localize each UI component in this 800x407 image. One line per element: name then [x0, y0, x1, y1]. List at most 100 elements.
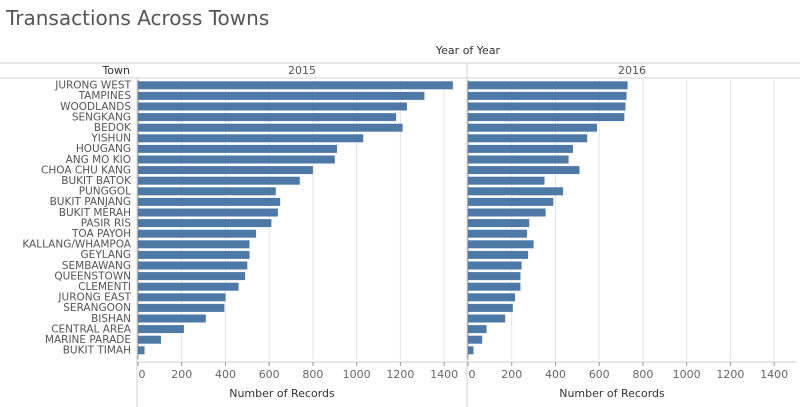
- chart-title: Transactions Across Towns: [6, 6, 270, 30]
- x-tick-label: 200: [171, 368, 192, 381]
- town-label-jurong-west: JURONG WEST: [54, 80, 131, 92]
- bar-2015-bukit-batok: [138, 176, 300, 185]
- bar-2015-serangoon: [138, 303, 225, 312]
- bar-2015-jurong-east: [138, 293, 226, 302]
- bar-2016-woodlands: [468, 102, 626, 111]
- town-label-bukit-batok: BUKIT BATOK: [61, 175, 132, 187]
- town-label-queenstown: QUEENSTOWN: [54, 270, 131, 282]
- x-tick-label: 0: [469, 368, 476, 381]
- town-label-woodlands: WOODLANDS: [60, 101, 131, 113]
- x-tick-label: 800: [632, 368, 653, 381]
- town-label-punggol: PUNGGOL: [79, 186, 131, 198]
- bar-2015-clementi: [138, 282, 239, 291]
- bar-2016-kallang-whampoa: [468, 240, 534, 249]
- town-label-sembawang: SEMBAWANG: [62, 260, 131, 272]
- bar-2015-tampines: [138, 91, 425, 100]
- bar-2016-ang-mo-kio: [468, 155, 569, 164]
- bar-2015-toa-payoh: [138, 229, 257, 238]
- x-tick-label: 1000: [343, 368, 371, 381]
- town-label-jurong-east: JURONG EAST: [57, 292, 131, 304]
- town-label-marine-parade: MARINE PARADE: [45, 334, 131, 346]
- bar-2015-choa-chu-kang: [138, 166, 313, 175]
- bar-2015-ang-mo-kio: [138, 155, 335, 164]
- bar-2016-serangoon: [468, 303, 513, 312]
- x-tick-label: 200: [501, 368, 522, 381]
- bar-2015-pasir-ris: [138, 219, 272, 228]
- x-tick-label: 600: [589, 368, 610, 381]
- x-tick-label: 600: [259, 368, 280, 381]
- town-label-clementi: CLEMENTI: [78, 281, 131, 293]
- bar-2016-jurong-east: [468, 293, 516, 302]
- town-label-sengkang: SENGKANG: [72, 111, 131, 123]
- bar-2016-hougang: [468, 144, 573, 153]
- x-tick-label: 1400: [760, 368, 788, 381]
- bar-2015-bukit-timah: [138, 346, 145, 355]
- town-label-central-area: CENTRAL AREA: [51, 323, 132, 335]
- town-label-bukit-panjang: BUKIT PANJANG: [50, 196, 131, 208]
- bar-2015-sembawang: [138, 261, 248, 270]
- bar-2015-hougang: [138, 144, 337, 153]
- bar-2015-yishun: [138, 134, 364, 143]
- bar-2015-punggol: [138, 187, 276, 196]
- x-tick-label: 800: [302, 368, 323, 381]
- town-label-choa-chu-kang: CHOA CHU KANG: [41, 164, 131, 176]
- bar-2016-bukit-timah: [468, 346, 474, 355]
- town-label-hougang: HOUGANG: [76, 143, 131, 155]
- town-label-bishan: BISHAN: [91, 313, 131, 325]
- town-label-ang-mo-kio: ANG MO KIO: [66, 154, 131, 166]
- x-tick-label: 400: [215, 368, 236, 381]
- town-label-geylang: GEYLANG: [81, 249, 131, 261]
- town-label-toa-payoh: TOA PAYOH: [71, 228, 131, 240]
- bar-2015-sengkang: [138, 113, 397, 122]
- town-label-pasir-ris: PASIR RIS: [81, 217, 132, 229]
- bar-2015-queenstown: [138, 272, 246, 281]
- town-label-tampines: TAMPINES: [78, 90, 132, 102]
- x-axis-title: Number of Records: [559, 387, 665, 400]
- bar-2016-toa-payoh: [468, 229, 528, 238]
- bar-2015-geylang: [138, 250, 250, 259]
- x-tick-label: 400: [545, 368, 566, 381]
- bar-2016-sembawang: [468, 261, 522, 270]
- bar-2016-sengkang: [468, 113, 625, 122]
- bar-2015-central-area: [138, 325, 184, 334]
- bar-2016-bishan: [468, 314, 506, 323]
- town-label-bedok: BEDOK: [94, 122, 132, 134]
- bar-2016-queenstown: [468, 272, 521, 281]
- town-label-serangoon: SERANGOON: [63, 302, 131, 314]
- bar-2016-tampines: [468, 91, 627, 100]
- x-tick-label: 0: [139, 368, 146, 381]
- bar-2015-kallang-whampoa: [138, 240, 250, 249]
- bar-2016-bukit-batok: [468, 176, 545, 185]
- bar-2016-pasir-ris: [468, 219, 530, 228]
- x-tick-label: 1200: [386, 368, 414, 381]
- bar-2016-jurong-west: [468, 81, 628, 90]
- bar-2015-woodlands: [138, 102, 407, 111]
- series-header-2015: 2015: [288, 64, 316, 77]
- town-label-yishun: YISHUN: [90, 133, 131, 145]
- x-tick-label: 1400: [430, 368, 458, 381]
- bar-2015-bukit-merah: [138, 208, 278, 217]
- bar-2016-bedok: [468, 123, 598, 132]
- bar-2015-bukit-panjang: [138, 197, 281, 206]
- x-axis-title: Number of Records: [229, 387, 335, 400]
- x-tick-label: 1200: [716, 368, 744, 381]
- bar-2016-bukit-panjang: [468, 197, 554, 206]
- bar-2015-marine-parade: [138, 335, 161, 344]
- row-header: Town: [101, 64, 130, 77]
- bar-2015-bishan: [138, 314, 206, 323]
- bar-2015-jurong-west: [138, 81, 453, 90]
- bar-2016-yishun: [468, 134, 588, 143]
- bar-2016-central-area: [468, 325, 487, 334]
- bar-2015-bedok: [138, 123, 403, 132]
- bar-2016-punggol: [468, 187, 564, 196]
- town-label-bukit-timah: BUKIT TIMAH: [63, 345, 131, 357]
- bar-2016-marine-parade: [468, 335, 483, 344]
- town-label-bukit-merah: BUKIT MERAH: [59, 207, 131, 219]
- series-header-2016: 2016: [618, 64, 646, 77]
- bar-2016-geylang: [468, 250, 529, 259]
- town-label-kallang-whampoa: KALLANG/WHAMPOA: [22, 239, 131, 251]
- column-header: Year of Year: [435, 44, 501, 57]
- bar-2016-choa-chu-kang: [468, 166, 580, 175]
- x-tick-label: 1000: [673, 368, 701, 381]
